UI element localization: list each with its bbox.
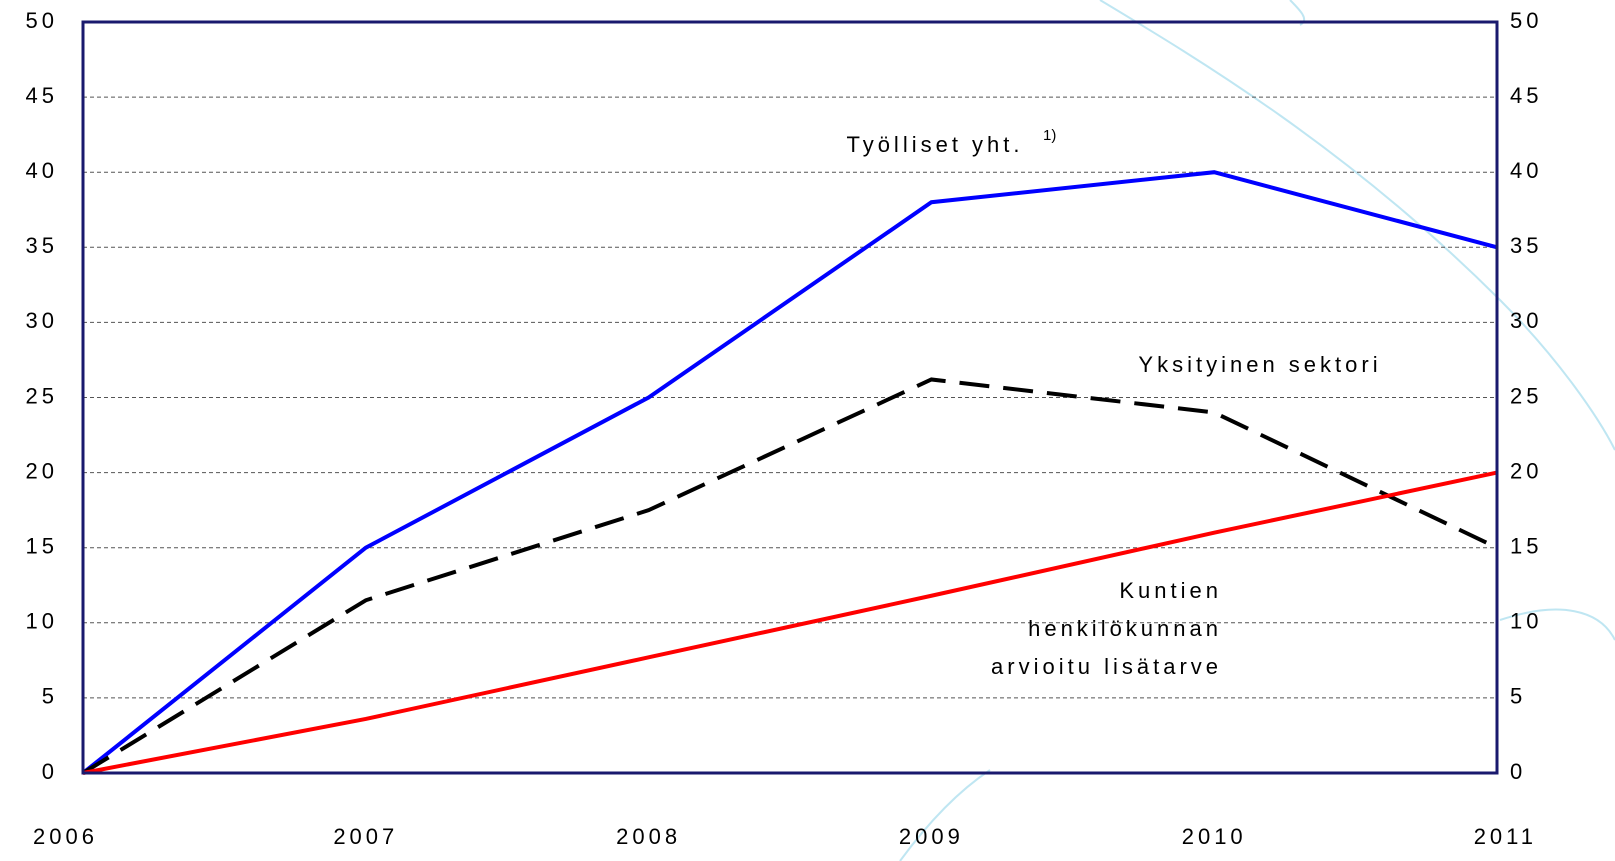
deco-curve <box>1289 0 1306 26</box>
x-tick-label: 2011 <box>1474 824 1537 849</box>
series-line <box>82 470 1498 775</box>
grid <box>82 21 1498 774</box>
y-tick-label: 20 <box>26 458 58 483</box>
y-tick-label: 10 <box>26 609 58 634</box>
lines <box>81 170 1498 775</box>
deco-curve <box>1499 608 1615 641</box>
series-label-line: henkilökunnan <box>1028 616 1222 641</box>
y2-tick-label: 35 <box>1510 233 1542 258</box>
y-tick-label: 0 <box>42 759 58 784</box>
x-tick-label: 2008 <box>616 824 681 849</box>
y2-tick-label: 20 <box>1510 458 1542 483</box>
y2-tick-label: 10 <box>1510 609 1542 634</box>
series-label-line: Työlliset yht. <box>846 132 1023 157</box>
y-tick-label: 35 <box>26 233 58 258</box>
labels: 0 5 10 15 20 25 30 35 40 45 50 0 5 10 15 20 25 30 35 40 45 50… <box>26 8 1542 849</box>
y2-tick-label: 40 <box>1510 158 1542 183</box>
y-tick-label: 30 <box>26 308 58 333</box>
y-tick-label: 50 <box>26 8 58 33</box>
y2-tick-label: 25 <box>1510 383 1542 408</box>
series-line <box>81 377 1498 775</box>
y2-tick-label: 15 <box>1510 534 1542 559</box>
y-tick-label: 45 <box>26 83 58 108</box>
x-tick-label: 2006 <box>33 824 98 849</box>
y2-tick-label: 50 <box>1510 8 1542 33</box>
y-tick-label: 40 <box>26 158 58 183</box>
series-label-line: arvioitu lisätarve <box>991 654 1222 679</box>
footnote-mark: 1) <box>1043 127 1056 144</box>
deco-curve <box>899 769 991 861</box>
y-tick-label: 5 <box>42 684 58 709</box>
y-tick-label: 15 <box>26 534 58 559</box>
series-line <box>81 170 1498 775</box>
x-tick-label: 2007 <box>333 824 398 849</box>
y2-tick-label: 30 <box>1510 308 1542 333</box>
x-tick-label: 2010 <box>1182 824 1247 849</box>
y2-tick-label: 0 <box>1510 759 1526 784</box>
y-tick-label: 25 <box>26 383 58 408</box>
x-tick-label: 2009 <box>899 824 964 849</box>
series-label-line: Kuntien <box>1119 578 1222 603</box>
series-label: Kuntien henkilökunnan arvioitu lisätarve <box>991 578 1222 679</box>
deco-curve <box>1099 0 1615 451</box>
y2-tick-label: 45 <box>1510 83 1542 108</box>
series-label: Yksityinen sektori <box>1138 352 1381 377</box>
series-label-line: Yksityinen sektori <box>1138 352 1381 377</box>
y2-tick-label: 5 <box>1510 684 1526 709</box>
background-decoration <box>899 0 1615 861</box>
plot-frame <box>81 20 1499 775</box>
series-label: Työlliset yht. <box>846 132 1023 157</box>
